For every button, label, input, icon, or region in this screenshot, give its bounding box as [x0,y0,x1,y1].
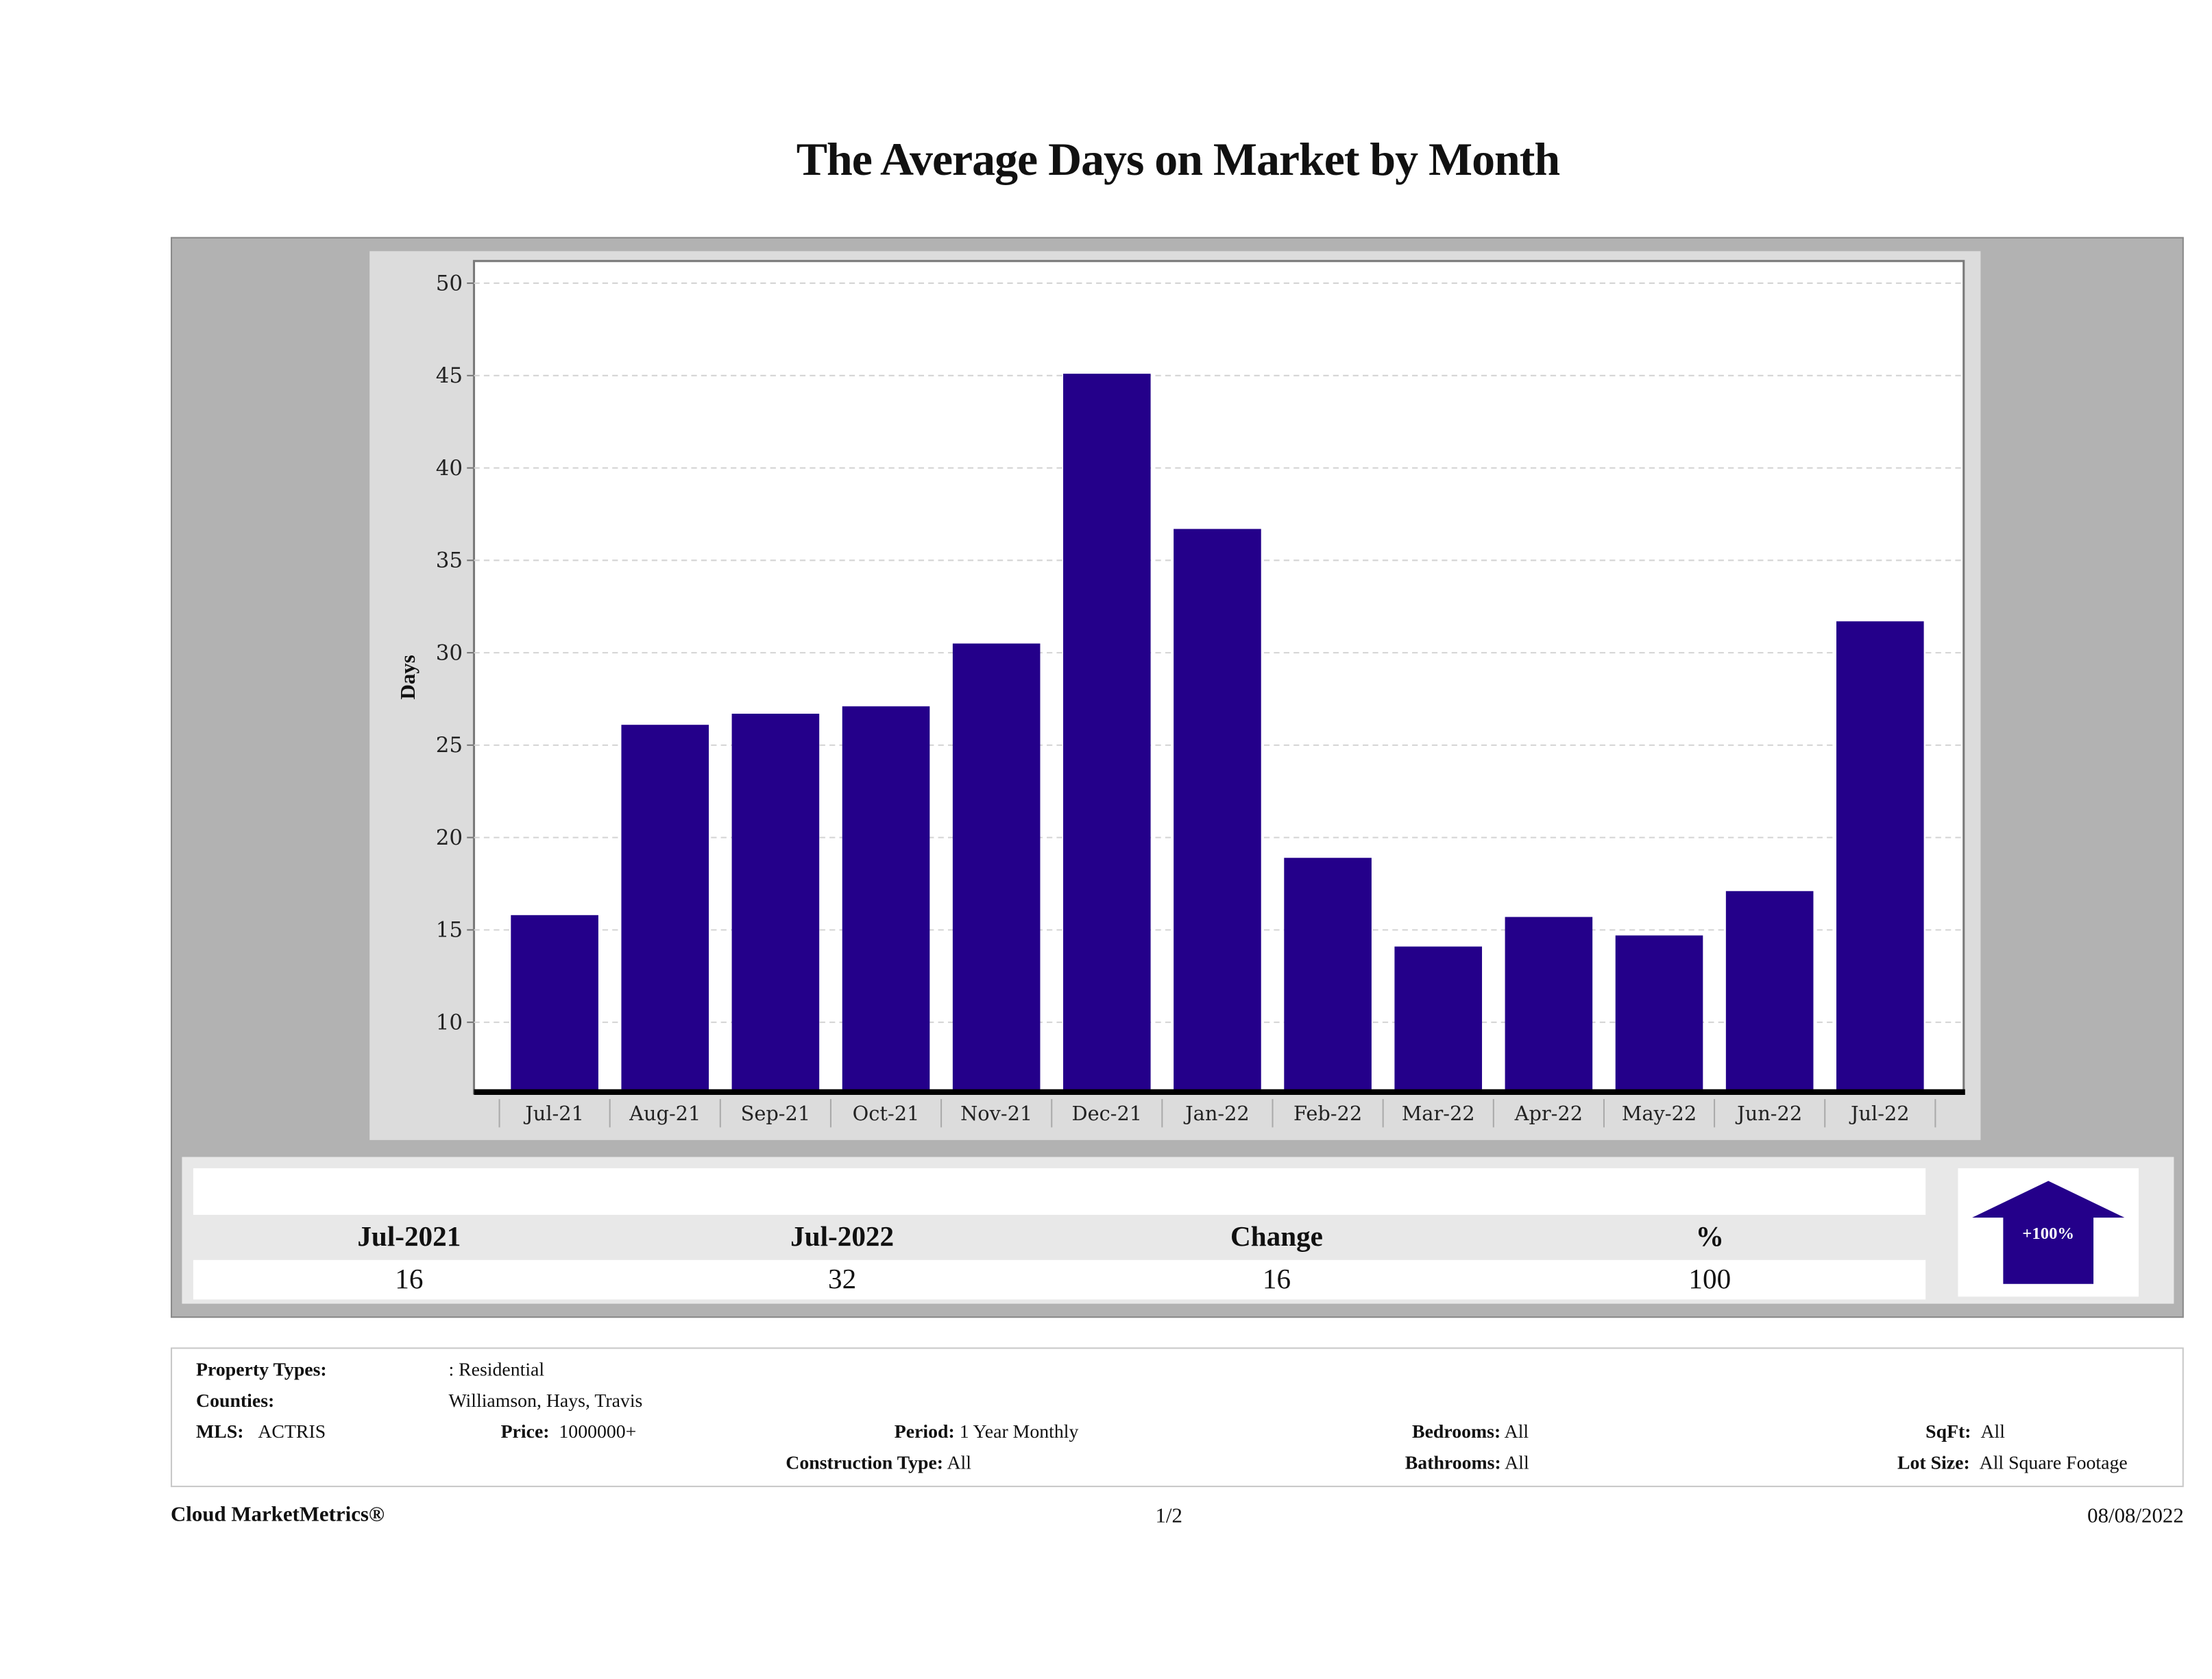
bar-apr-22 [1505,917,1593,1091]
x-tick-label: Nov-21 [960,1102,1032,1125]
bar-jun-22 [1725,891,1814,1091]
criteria-label: Counties: [196,1390,275,1411]
criteria-value: All [1504,1421,1529,1442]
y-tick-label: 15 [436,918,463,943]
x-tick-label: Apr-22 [1514,1102,1583,1125]
criteria-label: Property Types: [196,1358,327,1380]
criteria-lot-size: Lot Size: All Square Footage [1897,1452,2128,1475]
x-tick-label: Oct-21 [853,1102,920,1125]
criteria-value: 1000000+ [559,1421,637,1442]
criteria-label: Bedrooms: [1412,1421,1501,1442]
summary-value-change: 16 [1262,1264,1291,1296]
criteria-label: SqFt: [1925,1421,1971,1442]
y-axis-label: Days [396,655,420,699]
change-badge [1958,1168,2139,1297]
chart-frame: 10 15 20 25 30 35 40 45 50 Jul-21 Aug-21 Sep-21 Oct… [369,251,1981,1140]
criteria-value: All [1980,1421,2005,1442]
criteria-bathrooms: Bathrooms: All [1405,1452,1529,1475]
criteria-property-types-value: : Residential [448,1358,545,1380]
y-tick-label: 50 [436,271,463,295]
summary-value-end: 32 [828,1264,857,1296]
y-tick-label: 40 [436,456,463,481]
summary-header-end: Jul-2022 [790,1222,895,1253]
y-tick-label: 30 [436,640,463,665]
bar-feb-22 [1284,858,1372,1091]
up-arrow-icon [1972,1181,2125,1284]
y-tick-label: 45 [436,363,463,388]
x-tick-label: May-22 [1622,1102,1697,1125]
criteria-label: MLS: [196,1421,244,1442]
x-tick-label: Jul-22 [1849,1102,1910,1125]
y-tick-label: 35 [436,548,463,573]
x-tick-label: Jun-22 [1735,1102,1802,1125]
x-tick-label: Jan-22 [1183,1102,1250,1125]
criteria-label: Lot Size: [1897,1451,1970,1473]
criteria-counties-value: Williamson, Hays, Travis [448,1390,643,1411]
criteria-value: All Square Footage [1979,1451,2128,1473]
y-axis-ticks: 10 15 20 25 30 35 40 45 50 [436,271,474,1035]
criteria-period: Period: 1 Year Monthly [895,1421,1079,1443]
footer-brand: Cloud MarketMetrics® [171,1503,385,1527]
bars [511,374,1924,1091]
criteria-mls: MLS: ACTRIS [196,1421,326,1443]
summary-value-percent: 100 [1688,1264,1731,1296]
criteria-construction-type: Construction Type: All [786,1452,971,1475]
bar-jul-21 [511,915,598,1091]
criteria-value: 1 Year Monthly [959,1421,1079,1442]
bar-jan-22 [1174,529,1261,1091]
criteria-bedrooms: Bedrooms: All [1412,1421,1529,1443]
criteria-value: All [947,1451,972,1473]
bar-sep-21 [731,714,820,1091]
x-tick-label: Sep-21 [741,1102,811,1125]
bar-dec-21 [1063,374,1151,1091]
criteria-panel [171,1347,2184,1488]
bar-aug-21 [621,725,709,1091]
bar-chart: 10 15 20 25 30 35 40 45 50 Jul-21 Aug-21 Sep-21 Oct… [396,260,1965,1128]
criteria-value: All [1505,1451,1529,1473]
criteria-label: Bathrooms: [1405,1451,1501,1473]
bar-may-22 [1615,935,1703,1091]
page-title: The Average Days on Market by Month [796,135,1560,186]
x-tick-label: Dec-21 [1071,1102,1142,1125]
x-tick-label: Jul-21 [523,1102,584,1125]
change-badge-label: +100% [2022,1223,2075,1244]
summary-header-change: Change [1230,1222,1323,1253]
y-tick-label: 20 [436,825,463,850]
y-tick-label: 10 [436,1010,463,1035]
bar-mar-22 [1394,946,1483,1091]
summary-header-start: Jul-2021 [357,1222,461,1253]
criteria-sqft: SqFt: All [1925,1421,2005,1443]
x-tick-label: Aug-21 [629,1102,701,1125]
footer-date: 08/08/2022 [2087,1505,2184,1528]
footer-page-number: 1/2 [1155,1505,1182,1528]
bar-oct-21 [842,706,930,1091]
summary-header-percent: % [1695,1222,1724,1253]
criteria-label: Period: [894,1421,955,1442]
summary-blank-row [193,1168,1926,1215]
x-tick-label: Mar-22 [1402,1102,1475,1125]
summary-value-start: 16 [395,1264,424,1296]
criteria-value: ACTRIS [258,1421,326,1442]
criteria-counties: Counties: [196,1390,274,1412]
bar-jul-22 [1836,621,1924,1091]
criteria-label: Price: [500,1421,550,1442]
criteria-label: Construction Type: [786,1451,944,1473]
bar-nov-21 [952,643,1041,1091]
x-tick-label: Feb-22 [1293,1102,1362,1125]
x-axis-ticks: Jul-21 Aug-21 Sep-21 Oct-21 Nov-21 Dec-21 Jan-… [474,1089,1965,1128]
y-tick-label: 25 [436,733,463,758]
criteria-price: Price: 1000000+ [501,1421,637,1443]
summary-values-row [193,1259,1926,1300]
criteria-property-types: Property Types: [196,1359,327,1381]
